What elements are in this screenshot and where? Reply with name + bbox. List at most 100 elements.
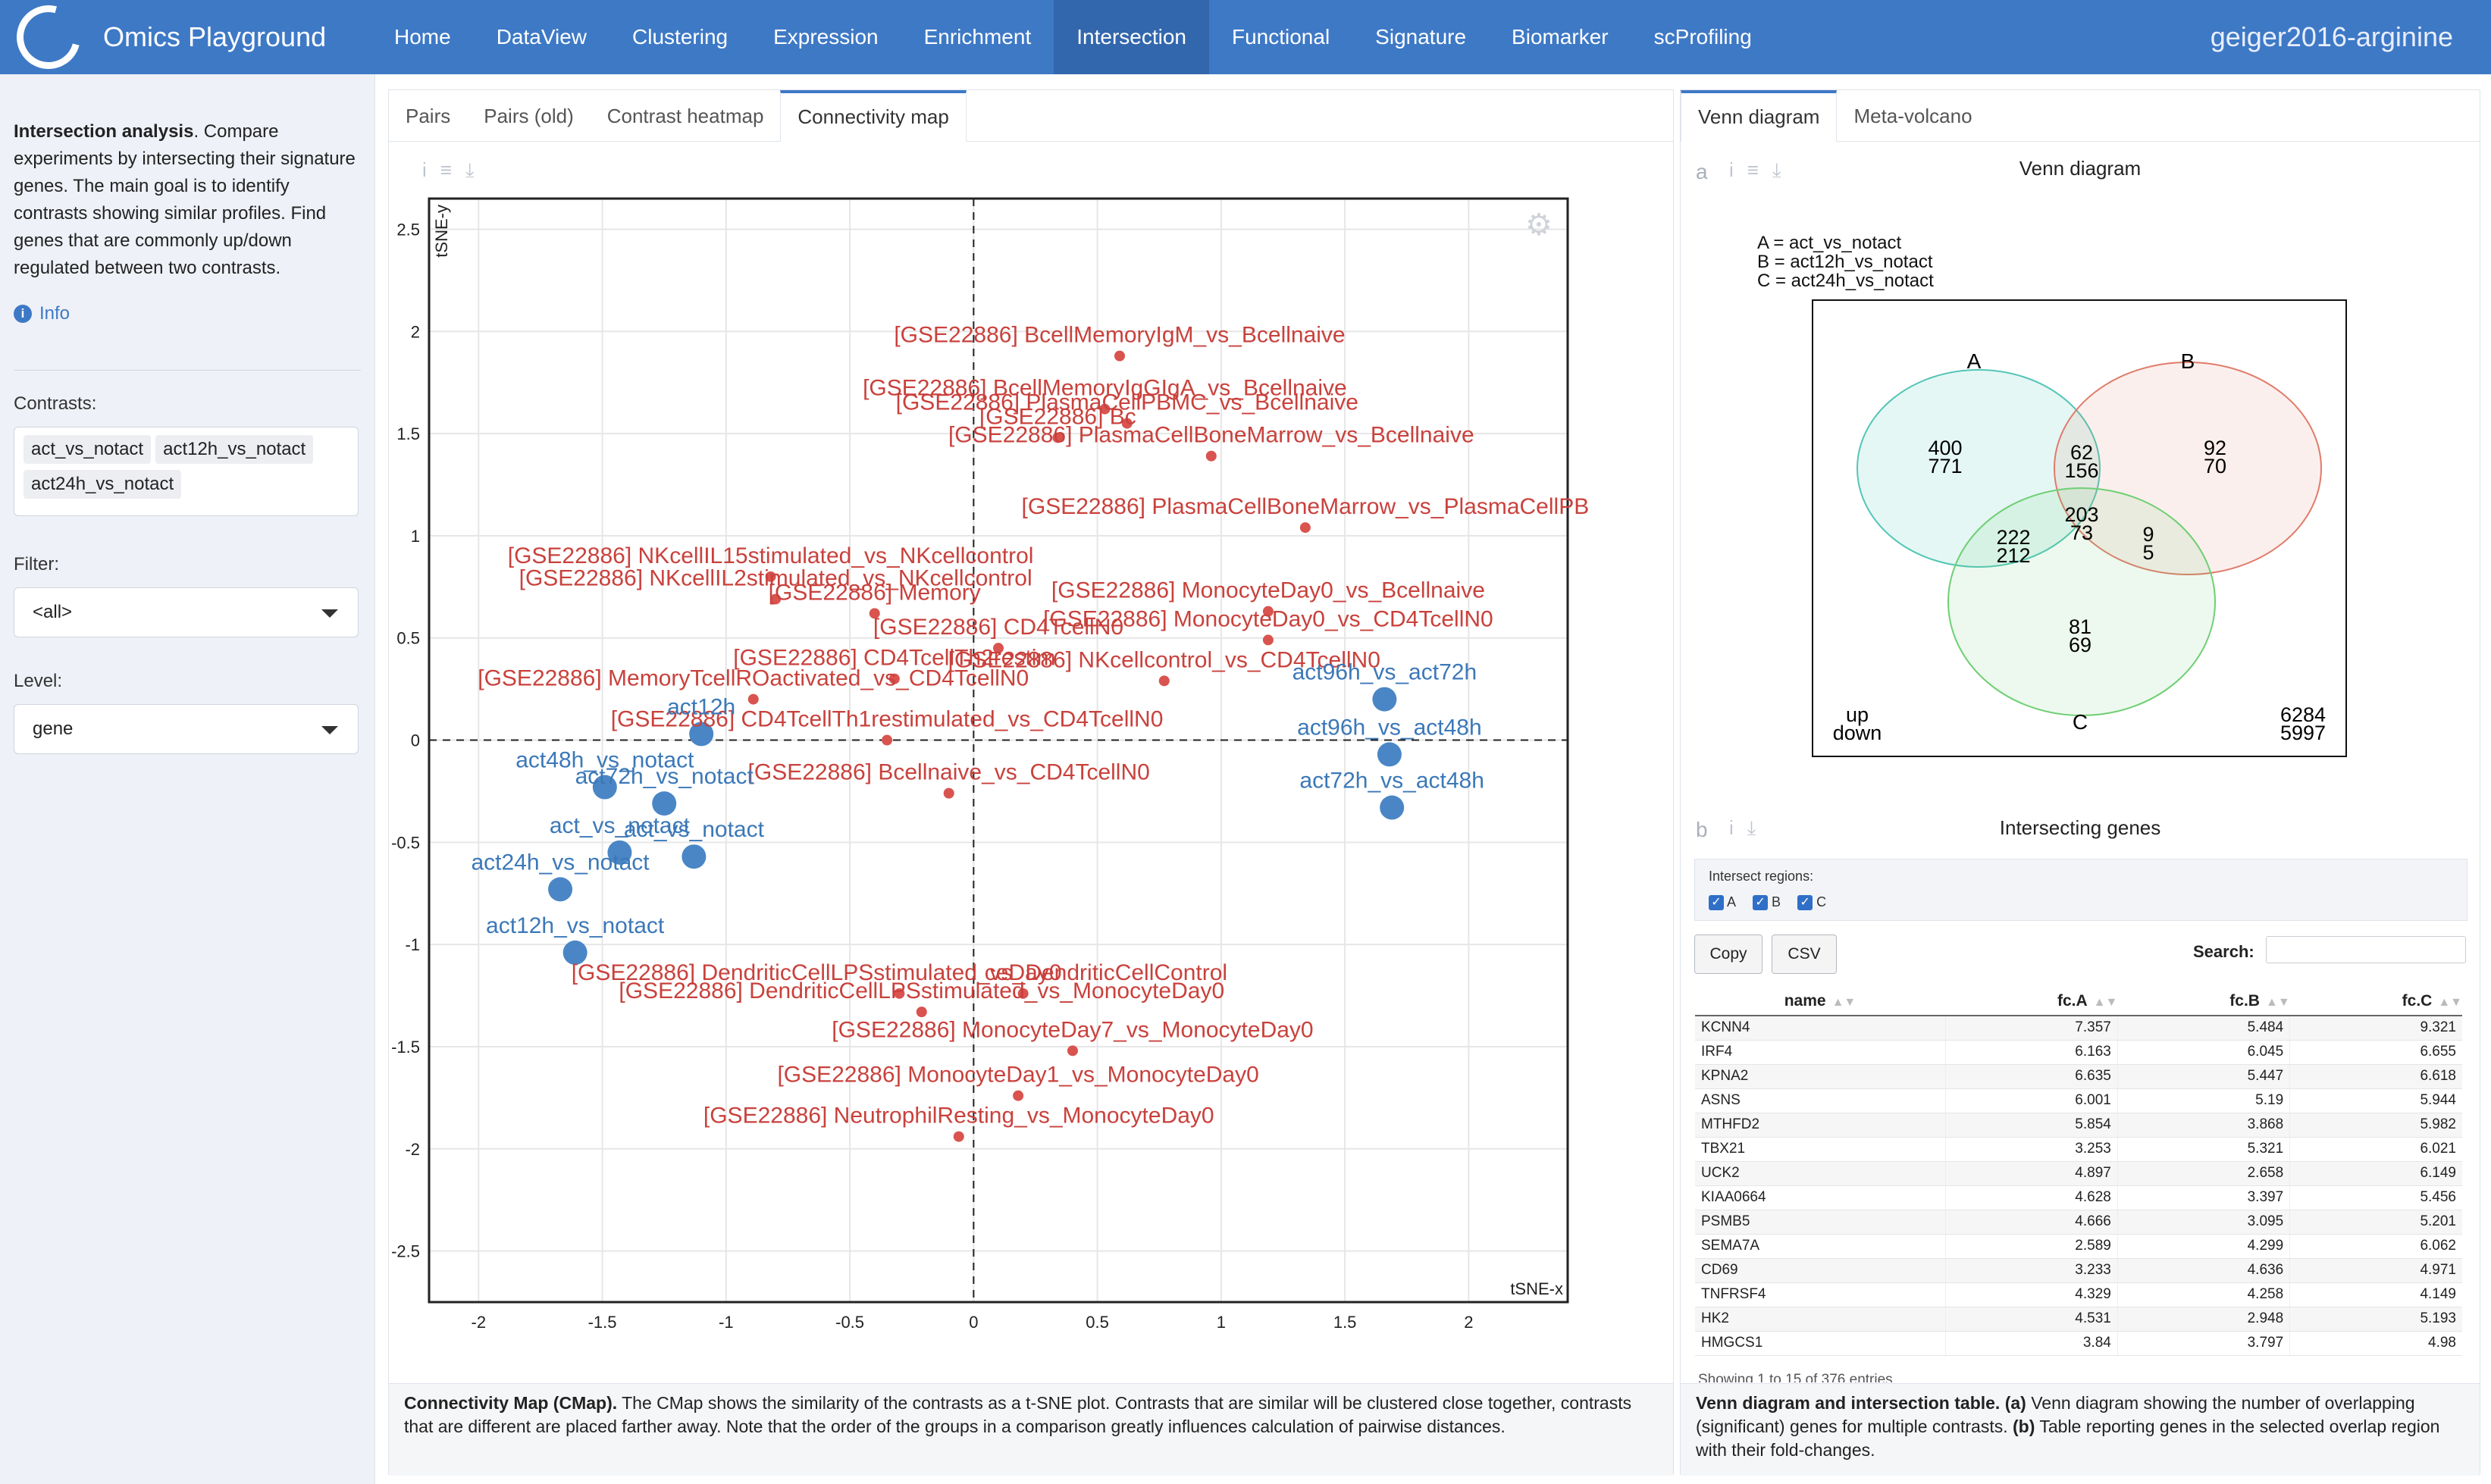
query-point[interactable]: [562, 940, 588, 965]
nav-signature[interactable]: Signature: [1375, 25, 1467, 49]
reference-point[interactable]: [953, 1131, 964, 1142]
query-point[interactable]: [1380, 795, 1405, 820]
x-tick-label: -0.5: [835, 1313, 864, 1332]
table-row[interactable]: IRF4 6.163 6.045 6.655: [1695, 1040, 2462, 1065]
fold-change-cell: 6.635: [1944, 1064, 2118, 1089]
nav-intersection[interactable]: Intersection: [1054, 0, 1209, 74]
table-row[interactable]: ASNS 6.001 5.19 5.944: [1695, 1088, 2462, 1113]
table-row[interactable]: HMGCS1 3.84 3.797 4.98: [1695, 1331, 2462, 1356]
tab-connectivity-map[interactable]: Connectivity map: [780, 90, 967, 142]
reference-point[interactable]: [1299, 522, 1311, 534]
query-point[interactable]: [592, 775, 617, 800]
contrast-chip[interactable]: act12h_vs_notact: [155, 435, 314, 464]
query-point[interactable]: [1372, 687, 1397, 712]
reference-point[interactable]: [1205, 450, 1217, 462]
reference-point[interactable]: [882, 734, 893, 746]
table-row[interactable]: KPNA2 6.635 5.447 6.618: [1695, 1064, 2462, 1089]
checkbox-c[interactable]: ✓ C: [1797, 894, 1826, 911]
nav-dataview[interactable]: DataView: [496, 25, 588, 49]
checkbox-a[interactable]: ✓ A: [1709, 894, 1736, 911]
download-icon[interactable]: ⤓: [1747, 816, 1756, 839]
download-icon[interactable]: ⤓: [465, 158, 475, 181]
reference-point[interactable]: [993, 643, 1004, 654]
table-row[interactable]: KCNN4 7.357 5.484 9.321: [1695, 1016, 2462, 1041]
tab-meta-volcano[interactable]: Meta-volcano: [1853, 105, 1972, 127]
query-point[interactable]: [689, 722, 714, 747]
tab-pairs-old[interactable]: Pairs (old): [484, 105, 574, 127]
query-point[interactable]: [607, 840, 632, 865]
reference-point[interactable]: [1121, 418, 1133, 429]
menu-icon[interactable]: ≡: [440, 158, 452, 181]
reference-point[interactable]: [1017, 988, 1029, 999]
nav-biomarker[interactable]: Biomarker: [1512, 25, 1609, 49]
reference-point[interactable]: [1052, 432, 1064, 443]
col-name[interactable]: name ▲▼: [1695, 987, 1945, 1016]
nav-functional[interactable]: Functional: [1231, 25, 1330, 49]
reference-point[interactable]: [770, 593, 782, 605]
copy-button[interactable]: Copy: [1694, 935, 1762, 974]
contrast-chip[interactable]: act_vs_notact: [24, 435, 152, 464]
table-row[interactable]: TBX21 3.253 5.321 6.021: [1695, 1137, 2462, 1162]
reference-point[interactable]: [1099, 403, 1111, 415]
info-icon[interactable]: i: [1729, 816, 1734, 839]
csv-button[interactable]: CSV: [1772, 935, 1837, 974]
table-row[interactable]: MTHFD2 5.854 3.868 5.982: [1695, 1113, 2462, 1138]
gear-icon[interactable]: ⚙: [1525, 208, 1553, 243]
checkbox-b[interactable]: ✓ B: [1753, 894, 1781, 911]
reference-point[interactable]: [1262, 634, 1274, 646]
table-row[interactable]: CD69 3.233 4.636 4.971: [1695, 1258, 2462, 1283]
sort-icon: ▲▼: [2265, 995, 2290, 1009]
venn-circle-a[interactable]: [1856, 369, 2101, 568]
reference-point[interactable]: [1114, 350, 1125, 362]
nav-scprofiling[interactable]: scProfiling: [1653, 25, 1752, 49]
level-select[interactable]: gene: [14, 704, 359, 754]
tab-contrast-heatmap[interactable]: Contrast heatmap: [606, 105, 764, 127]
tab-venn-diagram[interactable]: Venn diagram: [1681, 90, 1838, 142]
nav-enrichment[interactable]: Enrichment: [923, 25, 1032, 49]
table-row[interactable]: TNFRSF4 4.329 4.258 4.149: [1695, 1282, 2462, 1307]
col-fc-a[interactable]: fc.A ▲▼: [1945, 987, 2118, 1016]
point-label: [GSE22886] Bcellnaive_vs_CD4TcellN0: [748, 760, 1150, 785]
table-row[interactable]: SEMA7A 2.589 4.299 6.062: [1695, 1234, 2462, 1259]
venn-circle-c[interactable]: [1947, 487, 2216, 716]
col-fc-b[interactable]: fc.B ▲▼: [2117, 987, 2290, 1016]
table-row[interactable]: UCK2 4.897 2.658 6.149: [1695, 1161, 2462, 1186]
contrast-chip[interactable]: act24h_vs_notact: [24, 470, 182, 499]
query-point[interactable]: [1377, 742, 1402, 767]
table-row[interactable]: PSMB5 4.666 3.095 5.201: [1695, 1210, 2462, 1235]
venn-set-label-b: B: [2181, 349, 2195, 373]
reference-point[interactable]: [765, 571, 776, 582]
tab-pairs[interactable]: Pairs: [406, 105, 451, 127]
reference-point[interactable]: [869, 608, 880, 619]
table-row[interactable]: HK2 4.531 2.948 5.193: [1695, 1307, 2462, 1332]
query-point[interactable]: [548, 877, 573, 902]
download-icon[interactable]: ⤓: [1772, 158, 1781, 181]
table-row[interactable]: KIAA0664 4.628 3.397 5.456: [1695, 1185, 2462, 1210]
col-fc-c[interactable]: fc.C ▲▼: [2289, 987, 2462, 1016]
info-link[interactable]: i Info: [14, 303, 361, 324]
contrasts-select[interactable]: act_vs_notact act12h_vs_notact act24h_vs_n…: [14, 427, 359, 516]
reference-point[interactable]: [1013, 1090, 1024, 1101]
filter-select[interactable]: <all>: [14, 587, 359, 637]
nav-clustering[interactable]: Clustering: [632, 25, 728, 49]
reference-point[interactable]: [747, 693, 759, 705]
reference-point[interactable]: [1158, 675, 1170, 687]
reference-point[interactable]: [943, 787, 954, 799]
brand[interactable]: Omics Playground: [5, 0, 326, 81]
plot-toolbar: i ≡ ⤓: [422, 158, 474, 183]
query-point[interactable]: [682, 844, 707, 869]
nav-home[interactable]: Home: [394, 25, 451, 49]
search-input[interactable]: [2266, 936, 2466, 963]
reference-point[interactable]: [1262, 606, 1274, 617]
menu-icon[interactable]: ≡: [1747, 158, 1759, 181]
reference-point[interactable]: [888, 673, 900, 684]
query-point[interactable]: [652, 791, 677, 816]
reference-point[interactable]: [894, 988, 905, 999]
venn-circle-b[interactable]: [2054, 362, 2322, 575]
nav-expression[interactable]: Expression: [773, 25, 879, 49]
info-icon[interactable]: i: [1729, 158, 1734, 181]
reference-point[interactable]: [1067, 1045, 1078, 1057]
reference-point[interactable]: [916, 1007, 927, 1018]
info-icon[interactable]: i: [422, 158, 427, 181]
x-tick-label: -2: [472, 1313, 487, 1332]
